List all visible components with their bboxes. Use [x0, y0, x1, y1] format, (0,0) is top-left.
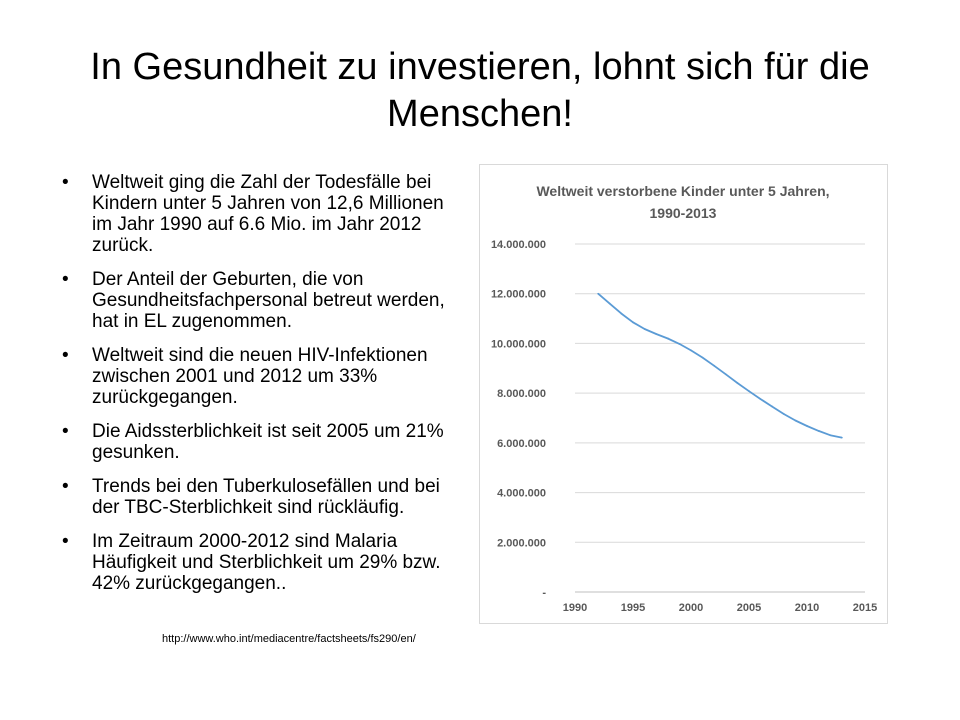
chart-title-line-2: 1990-2013: [650, 205, 717, 221]
data-point: [655, 333, 658, 335]
x-axis-tick-labels: 1990 1995 2000 2005 2010 2015: [563, 602, 877, 614]
bullet-list: • Weltweit ging die Zahl der Todesfälle b…: [62, 172, 464, 607]
data-point: [713, 364, 716, 367]
bullet-dot-icon: •: [62, 345, 69, 366]
x-tick-label: 2000: [679, 602, 703, 614]
bullet-item: • Weltweit ging die Zahl der Todesfälle b…: [62, 172, 464, 256]
y-tick-label: 2.000.000: [497, 537, 546, 549]
data-point: [806, 425, 808, 427]
x-tick-label: 1990: [563, 602, 587, 614]
bullet-text: Die Aidssterblichkeit ist seit 2005 um 2…: [92, 421, 444, 463]
bullet-text: Weltweit sind die neuen HIV-Infektionen …: [92, 345, 428, 408]
x-tick-label: 2010: [795, 602, 819, 614]
data-point: [608, 302, 611, 305]
bullet-dot-icon: •: [62, 172, 69, 193]
data-point: [817, 430, 820, 432]
y-tick-label: 12.000.000: [491, 289, 546, 301]
data-point: [782, 413, 785, 415]
bullet-text: Im Zeitraum 2000-2012 sind Malaria Häufi…: [92, 531, 441, 594]
series-line: [597, 293, 842, 439]
y-tick-label: 14.000.000: [491, 239, 546, 251]
data-point: [597, 292, 600, 295]
data-point: [736, 382, 739, 384]
data-point: [829, 434, 832, 437]
slide-title: In Gesundheit zu investieren, lohnt sich…: [90, 46, 870, 135]
x-tick-label: 2015: [853, 602, 877, 614]
data-point: [666, 337, 669, 340]
data-point: [748, 390, 750, 393]
data-point: [620, 312, 623, 315]
data-point: [840, 436, 843, 439]
y-tick-label: -: [542, 587, 546, 599]
y-axis-tick-labels: - 2.000.000 4.000.000 6.000.000 8.000.000 10.…: [491, 239, 546, 599]
chart-frame: Weltweit verstorbene Kinder unter 5 Jahr…: [479, 164, 888, 624]
bullet-text: Weltweit ging die Zahl der Todesfälle be…: [92, 172, 444, 256]
bullet-dot-icon: •: [62, 476, 69, 497]
x-tick-label: 1995: [621, 602, 645, 614]
x-tick-label: 2005: [737, 602, 761, 614]
data-point: [643, 328, 646, 330]
data-point: [690, 349, 692, 352]
bullet-text: Trends bei den Tuberkulosefällen und bei…: [92, 476, 440, 518]
series-layer: [597, 292, 843, 439]
chart-title-line-1: Weltweit verstorbene Kinder unter 5 Jahr…: [536, 183, 829, 199]
bullet-text: Der Anteil der Geburten, die von Gesundh…: [92, 269, 445, 332]
data-point: [794, 419, 797, 422]
y-tick-label: 10.000.000: [491, 338, 546, 350]
data-point: [759, 398, 762, 401]
bullet-dot-icon: •: [62, 421, 69, 442]
data-point: [701, 356, 704, 359]
bullet-item: • Die Aidssterblichkeit ist seit 2005 um …: [62, 421, 464, 463]
bullet-item: • Der Anteil der Geburten, die von Gesund…: [62, 269, 464, 332]
data-point: [632, 321, 634, 324]
data-point: [678, 343, 681, 345]
data-point: [771, 405, 774, 408]
bullet-item: • Im Zeitraum 2000-2012 sind Malaria Häuf…: [62, 531, 464, 594]
y-tick-label: 6.000.000: [497, 438, 546, 450]
bullet-dot-icon: •: [62, 269, 69, 290]
y-tick-label: 8.000.000: [497, 388, 546, 400]
source-link[interactable]: http://www.who.int/mediacentre/factsheet…: [162, 633, 416, 645]
data-point: [724, 373, 727, 376]
bullet-item: • Trends bei den Tuberkulosefällen und be…: [62, 476, 464, 518]
y-tick-label: 4.000.000: [497, 488, 546, 500]
bullet-item: • Weltweit sind die neuen HIV-Infektionen…: [62, 345, 464, 408]
child-mortality-line-chart: Weltweit verstorbene Kinder unter 5 Jahr…: [491, 183, 877, 614]
bullet-dot-icon: •: [62, 531, 69, 552]
gridlines: [575, 243, 865, 593]
